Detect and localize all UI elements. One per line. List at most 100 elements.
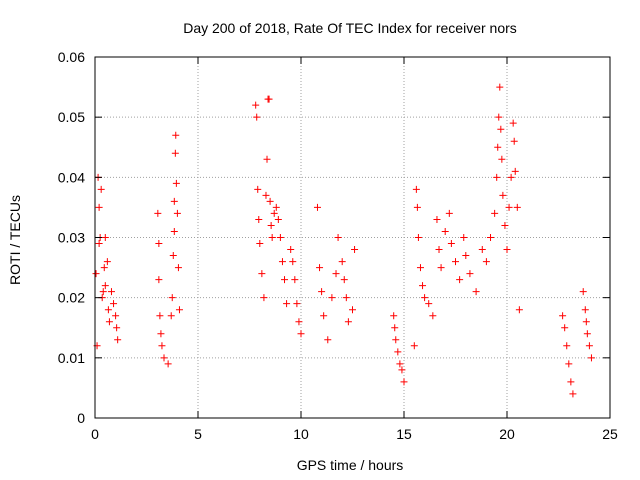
data-point <box>332 270 340 278</box>
data-point <box>342 294 350 302</box>
y-tick-label: 0.03 <box>58 230 85 246</box>
data-point <box>97 185 105 193</box>
data-point <box>579 288 587 296</box>
data-point <box>268 234 276 241</box>
data-point <box>107 288 115 296</box>
data-point <box>491 209 499 217</box>
data-point <box>563 342 571 350</box>
data-point <box>173 209 181 217</box>
data-point <box>168 294 176 302</box>
y-tick-label: 0 <box>77 410 85 426</box>
data-point <box>110 300 118 308</box>
data-point <box>258 270 266 278</box>
grid-lines <box>95 57 610 418</box>
y-tick-label: 0.01 <box>58 350 85 366</box>
data-point <box>169 252 177 260</box>
data-point <box>398 366 406 374</box>
data-point <box>256 240 264 248</box>
data-point <box>482 258 490 266</box>
data-point <box>447 240 455 248</box>
data-point <box>435 246 443 254</box>
data-point <box>100 264 108 272</box>
data-point <box>114 336 122 344</box>
data-point <box>291 276 299 284</box>
data-point <box>170 227 178 235</box>
data-point <box>400 378 408 386</box>
data-point <box>410 342 418 350</box>
data-point <box>513 203 521 211</box>
data-point <box>487 234 495 241</box>
data-point <box>103 258 111 266</box>
data-point <box>172 179 180 187</box>
data-point <box>585 342 593 350</box>
data-point <box>104 306 112 314</box>
data-point <box>419 282 427 290</box>
data-point <box>92 270 100 278</box>
data-point <box>421 294 429 302</box>
data-point <box>318 288 326 296</box>
data-point <box>276 234 284 241</box>
data-point <box>95 203 103 211</box>
data-point <box>433 215 441 223</box>
data-points <box>92 83 595 398</box>
data-point <box>160 354 168 362</box>
data-point <box>270 209 278 217</box>
data-point <box>170 197 178 205</box>
data-point <box>391 324 399 332</box>
data-point <box>441 227 449 235</box>
data-point <box>587 354 595 362</box>
data-point <box>260 294 268 302</box>
data-point <box>412 185 420 193</box>
data-point <box>496 83 504 91</box>
data-point <box>263 155 271 163</box>
data-point <box>112 312 120 320</box>
data-point <box>334 234 342 241</box>
data-point <box>105 318 113 326</box>
data-point <box>254 185 262 193</box>
data-point <box>328 294 336 302</box>
data-point <box>266 197 274 205</box>
data-point <box>501 221 509 229</box>
data-point <box>425 300 433 308</box>
data-point <box>272 203 280 211</box>
data-point <box>499 191 507 199</box>
data-point <box>495 113 503 121</box>
data-point <box>274 215 282 223</box>
x-tick-label: 15 <box>396 426 412 442</box>
data-point <box>283 300 291 308</box>
data-point <box>515 306 523 314</box>
data-point <box>101 234 109 241</box>
chart-title: Day 200 of 2018, Rate Of TEC Index for r… <box>183 20 517 36</box>
data-point <box>155 240 163 248</box>
data-point <box>338 258 346 266</box>
data-point <box>561 324 569 332</box>
data-point <box>462 252 470 260</box>
data-point <box>255 215 263 223</box>
data-point <box>324 336 332 344</box>
data-point <box>289 258 297 266</box>
x-tick-label: 5 <box>194 426 202 442</box>
data-point <box>510 137 518 145</box>
data-point <box>414 234 422 241</box>
data-point <box>262 191 270 199</box>
y-tick-label: 0.06 <box>58 49 85 65</box>
data-point <box>472 288 480 296</box>
data-point <box>396 360 404 368</box>
data-point <box>493 173 501 181</box>
data-point <box>445 209 453 217</box>
data-point <box>582 318 590 326</box>
data-point <box>351 246 359 254</box>
data-point <box>344 318 352 326</box>
data-point <box>581 306 589 314</box>
data-point <box>101 282 109 290</box>
data-point <box>494 143 502 151</box>
data-point <box>416 264 424 272</box>
data-point <box>460 234 468 241</box>
data-point <box>316 264 324 272</box>
data-point <box>349 306 356 314</box>
data-point <box>503 246 511 254</box>
data-point <box>559 312 567 320</box>
data-point <box>267 221 275 229</box>
y-tick-label: 0.05 <box>58 109 85 125</box>
